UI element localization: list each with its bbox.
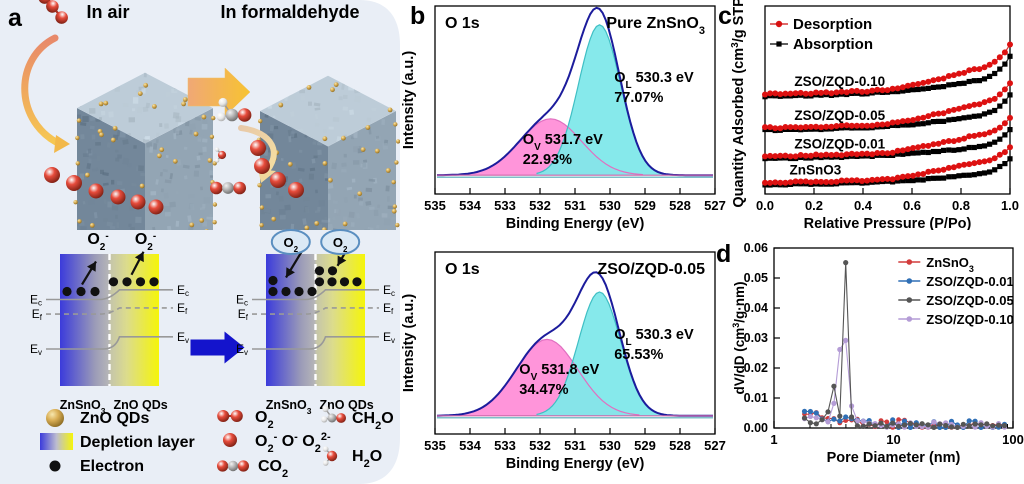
svg-text:1: 1 xyxy=(770,432,777,447)
svg-text:533: 533 xyxy=(494,198,516,213)
svg-text:534: 534 xyxy=(459,438,481,453)
svg-text:Ec: Ec xyxy=(177,283,189,298)
svg-text:0.8: 0.8 xyxy=(952,198,970,213)
svg-text:Ev: Ev xyxy=(177,330,189,345)
svg-text:10: 10 xyxy=(886,432,900,447)
svg-text:534: 534 xyxy=(459,198,481,213)
svg-text:Depletion layer: Depletion layer xyxy=(80,434,195,451)
svg-text:ZnSnO3: ZnSnO3 xyxy=(790,163,842,178)
svg-text:0.05: 0.05 xyxy=(744,271,768,285)
svg-text:528: 528 xyxy=(669,438,691,453)
svg-text:O2-: O2- xyxy=(87,231,108,253)
svg-text:O2: O2 xyxy=(255,409,274,431)
svg-text:Pore Diameter (nm): Pore Diameter (nm) xyxy=(827,450,961,466)
svg-text:535: 535 xyxy=(424,438,446,453)
svg-text:0.4: 0.4 xyxy=(854,198,873,213)
svg-text:0.6: 0.6 xyxy=(903,198,921,213)
svg-text:ZSO/ZQD-0.10: ZSO/ZQD-0.10 xyxy=(794,74,885,89)
svg-text:100: 100 xyxy=(1002,432,1024,447)
svg-text:533: 533 xyxy=(494,438,516,453)
svg-text:Electron: Electron xyxy=(80,458,144,475)
svg-text:ZSO/ZQD-0.05: ZSO/ZQD-0.05 xyxy=(926,293,1013,308)
svg-text:531: 531 xyxy=(564,438,586,453)
svg-text:Desorption: Desorption xyxy=(793,16,872,33)
svg-text:0.01: 0.01 xyxy=(744,391,768,405)
svg-text:ZnO QDs: ZnO QDs xyxy=(80,410,149,427)
svg-text:Ef: Ef xyxy=(238,307,249,322)
svg-text:0.00: 0.00 xyxy=(744,421,768,435)
svg-text:dV/dD (cm3/g·nm): dV/dD (cm3/g·nm) xyxy=(731,281,747,394)
svg-text:530: 530 xyxy=(599,198,621,213)
svg-text:ZSO/ZQD-0.05: ZSO/ZQD-0.05 xyxy=(597,261,705,278)
svg-text:0.2: 0.2 xyxy=(805,198,823,213)
svg-text:529: 529 xyxy=(634,438,656,453)
svg-text:ZSO/ZQD-0.01: ZSO/ZQD-0.01 xyxy=(926,274,1013,289)
svg-text:532: 532 xyxy=(529,438,551,453)
svg-text:ZSO/ZQD-0.05: ZSO/ZQD-0.05 xyxy=(794,108,885,123)
svg-text:Ef: Ef xyxy=(177,301,188,316)
svg-text:527: 527 xyxy=(704,198,726,213)
svg-text:CO2: CO2 xyxy=(258,458,288,480)
svg-text:O 1s: O 1s xyxy=(445,15,480,32)
svg-text:Ev: Ev xyxy=(236,342,248,357)
svg-text:O2-: O2- xyxy=(135,231,156,253)
svg-text:O2- O- O22-: O2- O- O22- xyxy=(255,431,331,455)
svg-text:Ef: Ef xyxy=(383,301,394,316)
svg-text:CH2O: CH2O xyxy=(352,410,394,432)
svg-text:0.06: 0.06 xyxy=(744,241,768,255)
svg-text:Intensity (a.u.): Intensity (a.u.) xyxy=(401,51,417,149)
svg-text:0.02: 0.02 xyxy=(744,361,768,375)
svg-text:Relative Pressure (P/Po): Relative Pressure (P/Po) xyxy=(804,216,972,230)
svg-text:34.47%: 34.47% xyxy=(519,382,568,398)
svg-text:Absorption: Absorption xyxy=(793,36,873,53)
svg-text:Ef: Ef xyxy=(32,307,43,322)
svg-text:0.0: 0.0 xyxy=(756,198,774,213)
svg-text:530: 530 xyxy=(599,438,621,453)
svg-text:531: 531 xyxy=(564,198,586,213)
svg-text:Ec: Ec xyxy=(236,293,248,308)
svg-text:Binding Energy (eV): Binding Energy (eV) xyxy=(506,456,645,472)
svg-text:65.53%: 65.53% xyxy=(614,347,663,363)
svg-text:In air: In air xyxy=(86,2,129,22)
svg-text:1.0: 1.0 xyxy=(1001,198,1019,213)
svg-text:532: 532 xyxy=(529,198,551,213)
svg-text:In formaldehyde: In formaldehyde xyxy=(220,2,359,22)
svg-text:Binding Energy (eV): Binding Energy (eV) xyxy=(506,216,645,232)
svg-text:Ev: Ev xyxy=(383,330,395,345)
svg-text:0.03: 0.03 xyxy=(744,331,768,345)
svg-text:O 1s: O 1s xyxy=(445,261,480,278)
svg-text:ZSO/ZQD-0.01: ZSO/ZQD-0.01 xyxy=(794,136,885,151)
svg-text:Quantity Adsorbed (cm3/g STP): Quantity Adsorbed (cm3/g STP) xyxy=(730,0,747,208)
svg-text:Intensity (a.u.): Intensity (a.u.) xyxy=(401,294,417,392)
svg-text:Ec: Ec xyxy=(30,293,42,308)
svg-text:ZSO/ZQD-0.10: ZSO/ZQD-0.10 xyxy=(926,312,1013,327)
svg-text:22.93%: 22.93% xyxy=(523,152,572,168)
svg-text:Ev: Ev xyxy=(30,342,42,357)
svg-text:Ec: Ec xyxy=(383,283,395,298)
svg-text:0.04: 0.04 xyxy=(744,301,768,315)
svg-text:528: 528 xyxy=(669,198,691,213)
svg-text:H2O: H2O xyxy=(352,448,382,470)
svg-text:77.07%: 77.07% xyxy=(614,90,663,106)
svg-text:529: 529 xyxy=(634,198,656,213)
svg-text:535: 535 xyxy=(424,198,446,213)
svg-text:527: 527 xyxy=(704,438,726,453)
